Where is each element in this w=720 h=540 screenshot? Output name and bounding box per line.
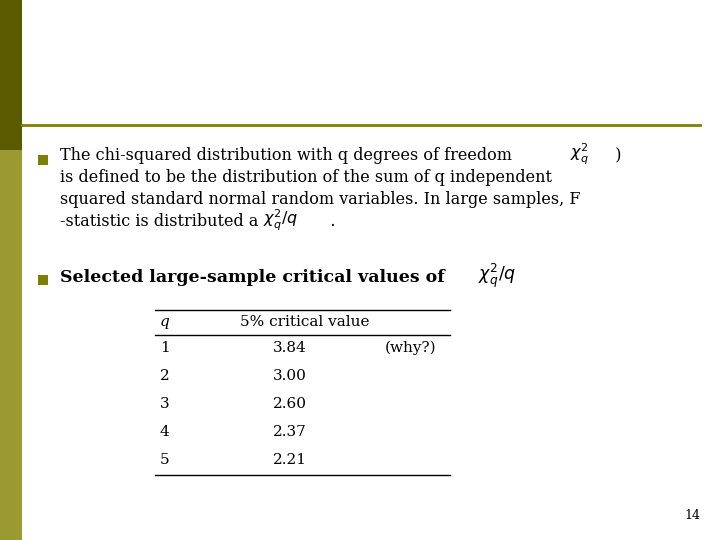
Text: Selected large-sample critical values of: Selected large-sample critical values of — [60, 269, 451, 287]
Text: 1: 1 — [160, 341, 170, 355]
Text: .: . — [315, 213, 336, 231]
Text: $\chi^2_q/q$: $\chi^2_q/q$ — [478, 262, 516, 290]
Text: 2.60: 2.60 — [273, 397, 307, 411]
Bar — [38, 275, 48, 285]
Text: $\chi^2_q/q$: $\chi^2_q/q$ — [263, 207, 299, 233]
Text: 2: 2 — [160, 369, 170, 383]
Text: 2.37: 2.37 — [273, 425, 307, 439]
Bar — [38, 155, 48, 165]
Text: $\chi^2_q$: $\chi^2_q$ — [570, 141, 589, 166]
Text: 3.00: 3.00 — [273, 369, 307, 383]
Text: q: q — [160, 315, 170, 329]
Bar — [0, 150, 22, 540]
Text: ): ) — [605, 147, 621, 165]
Bar — [0, 0, 22, 150]
Text: 5: 5 — [160, 453, 170, 467]
Text: 2.21: 2.21 — [273, 453, 307, 467]
Text: squared standard normal random variables. In large samples, F: squared standard normal random variables… — [60, 192, 580, 208]
Text: 3: 3 — [160, 397, 170, 411]
Text: -statistic is distributed a: -statistic is distributed a — [60, 213, 258, 231]
Text: 4: 4 — [160, 425, 170, 439]
Text: The chi-squared distribution with q degrees of freedom: The chi-squared distribution with q degr… — [60, 147, 512, 165]
Text: 3.84: 3.84 — [273, 341, 307, 355]
Text: 5% critical value: 5% critical value — [240, 315, 369, 329]
Text: (why?): (why?) — [385, 341, 436, 355]
Text: 14: 14 — [684, 509, 700, 522]
Text: is defined to be the distribution of the sum of q independent: is defined to be the distribution of the… — [60, 170, 552, 186]
